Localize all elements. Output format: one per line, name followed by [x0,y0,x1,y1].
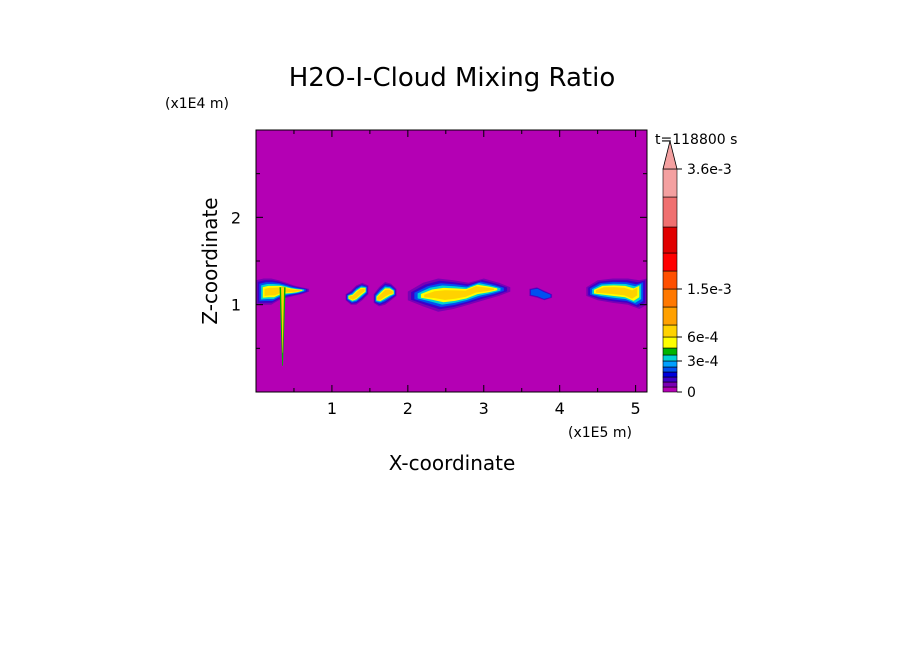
colorbar-segment [662,347,678,356]
colorbar-segment [662,288,678,308]
cloud-band [424,286,494,300]
colorbar-segment [662,354,678,362]
y-axis: 12 [231,173,647,349]
x-tick-label: 2 [403,399,413,418]
colorbar-segment [662,376,678,383]
colorbar-segment [662,252,678,272]
cloud-region-cloud-2 [373,282,397,307]
cloud-region-cloud-4 [529,287,553,301]
colorbar-segment [662,306,678,326]
cloud-plume [279,287,286,366]
x-tick-label: 4 [555,399,565,418]
colorbar-tick-label: 1.5e-3 [687,282,732,298]
y-tick-label: 2 [231,208,241,227]
x-tick-label: 3 [479,399,489,418]
colorbar-segment [662,360,678,368]
x-axis-label: X-coordinate [389,451,516,475]
cloud-band [595,287,638,299]
colorbar-segment [662,226,678,254]
colorbar-segment [662,336,678,349]
colorbar-tick-label: 3e-4 [687,354,719,370]
y-tick-label: 1 [231,296,241,315]
x-tick-label: 1 [327,399,337,418]
colorbar-segment [662,270,678,290]
y-axis-label: Z-coordinate [198,197,222,324]
colorbar-segment [662,366,678,373]
x-axis: 1 2 3 4 5 [293,130,641,418]
plot-background [256,130,647,392]
cloud-band [530,288,551,299]
cloud-region-right-cloud [586,278,647,309]
colorbar-tick-label: 0 [687,385,696,401]
y-unit-label: (x1E4 m) [165,96,229,112]
plot-area [255,129,648,393]
colorbar-tick-label: 6e-4 [687,330,719,346]
colorbar-segment [662,196,678,228]
chart-title: H2O-I-Cloud Mixing Ratio [289,63,616,93]
cloud-region-cloud-1 [345,282,369,305]
colorbar-segment [662,168,678,198]
time-label: t=118800 s [655,132,737,148]
cloud-region-cloud-3 [407,278,511,312]
plume-core [281,287,285,353]
colorbar-extend-arrow [662,140,678,170]
cloud-band [377,289,393,300]
cloud-band [349,288,365,300]
colorbar-segment [662,381,678,388]
colorbar-segment [662,386,678,393]
colorbar-tick-label: 3.6e-3 [687,162,732,178]
colorbar: 0 3e-4 6e-4 1.5e-3 3.6e-3 [662,140,732,401]
x-tick-label: 5 [631,399,641,418]
colorbar-segment [662,371,678,378]
x-unit-label: (x1E5 m) [568,425,632,441]
colorbar-segment [662,324,678,338]
